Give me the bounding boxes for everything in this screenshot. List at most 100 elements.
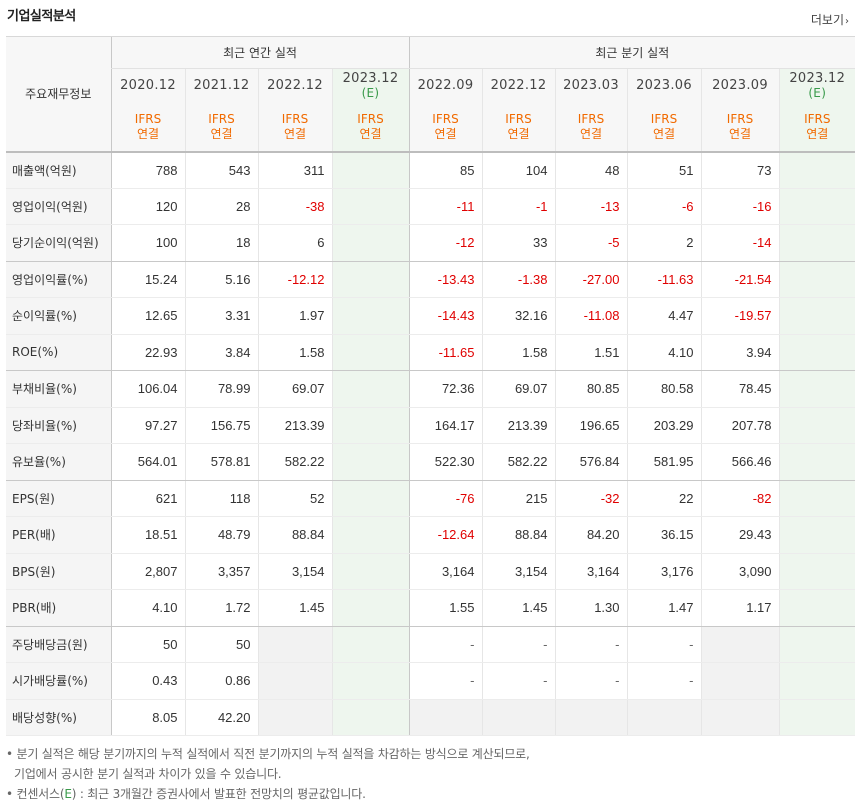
footnote-1-text: 분기 실적은 해당 분기까지의 누적 실적에서 직전 분기까지의 누적 실적을 … — [16, 747, 530, 761]
footnotes: • 분기 실적은 해당 분기까지의 누적 실적에서 직전 분기까지의 누적 실적… — [6, 744, 530, 804]
table-cell — [331, 443, 409, 481]
table-cell: 1.58 — [257, 334, 332, 371]
ifrs-label: IFRS — [357, 111, 384, 126]
table-cell: 3,164 — [554, 553, 627, 590]
table-row: 배당성향(%) 8.05 42.20 — [6, 699, 856, 736]
period-year: 2023.06 — [636, 77, 692, 93]
table-cell: 50 — [184, 626, 258, 663]
table-cell — [778, 662, 856, 700]
table-cell: 581.95 — [626, 443, 701, 481]
table-cell: 621 — [110, 480, 185, 517]
table-cell: 52 — [257, 480, 332, 517]
section-header: 기업실적분석 더보기› — [0, 0, 857, 36]
table-cell: 22 — [626, 480, 701, 517]
row-label: BPS(원) — [6, 553, 111, 590]
period-year: 2022.09 — [417, 77, 474, 93]
row-label: 주당배당금(원) — [6, 626, 111, 663]
ifrs-label: IFRS — [726, 111, 754, 126]
row-label: EPS(원) — [6, 480, 111, 517]
ifrs-label: IFRS — [281, 111, 309, 126]
table-cell: 566.46 — [700, 443, 779, 481]
table-cell — [331, 188, 409, 225]
table-cell: 4.10 — [110, 589, 185, 627]
page-title: 기업실적분석 — [7, 9, 76, 24]
consolidated-label: 연결 — [434, 126, 457, 141]
table-cell: 582.22 — [481, 443, 555, 481]
table-row: 유보율(%) 564.01 578.81 582.22 522.30 582.22 576.… — [6, 443, 856, 481]
table-cell: - — [626, 662, 701, 700]
table-cell: -13 — [554, 188, 627, 225]
row-label: 시가배당률(%) — [6, 662, 111, 700]
footnote-2-mark: E — [64, 787, 72, 801]
footnote-2-prefix: 컨센서스( — [16, 787, 65, 801]
ifrs-badge: IFRS 연결 — [257, 102, 332, 153]
table-cell: 118 — [184, 480, 258, 517]
table-row: 매출액(억원) 788 543 311 85 104 48 51 73 — [6, 151, 856, 189]
ifrs-label: IFRS — [505, 111, 532, 126]
table-row: ROE(%) 22.93 3.84 1.58 -11.65 1.58 1.51 4.10 3.9… — [6, 334, 856, 371]
table-cell: -16 — [700, 188, 779, 225]
table-cell: - — [481, 626, 555, 663]
table-cell: 88.84 — [481, 516, 555, 554]
table-cell: -11.08 — [554, 297, 627, 335]
row-label: ROE(%) — [6, 334, 111, 371]
table-cell: 1.51 — [554, 334, 627, 371]
table-cell: 3.31 — [184, 297, 258, 335]
more-link[interactable]: 더보기› — [811, 11, 849, 28]
table-cell — [700, 662, 779, 700]
ifrs-badge: IFRS 연결 — [481, 102, 555, 153]
table-cell: 85 — [408, 151, 482, 189]
table-cell: -27.00 — [554, 261, 627, 298]
table-cell: 50 — [110, 626, 185, 663]
table-cell: -19.57 — [700, 297, 779, 335]
more-link-label: 더보기 — [810, 13, 844, 27]
table-cell: 73 — [700, 151, 779, 189]
table-cell: 18.51 — [110, 516, 185, 554]
table-cell: 1.45 — [481, 589, 555, 627]
period-header: 2023.03 — [554, 68, 627, 103]
footnote-1-cont: 기업에서 공시한 분기 실적과 차이가 있을 수 있습니다. — [6, 764, 530, 784]
table-cell: -82 — [700, 480, 779, 517]
table-cell — [626, 699, 701, 736]
table-row: EPS(원) 621 118 52 -76 215 -32 22 -82 — [6, 480, 856, 517]
table-cell — [331, 297, 409, 335]
table-cell — [331, 589, 409, 627]
row-label: 당좌비율(%) — [6, 407, 111, 444]
table-cell: 3,357 — [184, 553, 258, 590]
consolidated-label: 연결 — [652, 126, 676, 141]
consolidated-label: 연결 — [806, 126, 829, 141]
table-cell: 213.39 — [481, 407, 555, 444]
ifrs-badge: IFRS 연결 — [778, 102, 856, 153]
table-cell — [257, 626, 332, 663]
table-cell: -76 — [408, 480, 482, 517]
period-header: 2020.12 — [110, 68, 185, 103]
period-header: 2023.12 (E) — [331, 68, 409, 103]
table-cell: 564.01 — [110, 443, 185, 481]
row-label: 당기순이익(억원) — [6, 224, 111, 262]
table-cell: 36.15 — [626, 516, 701, 554]
footnote-1: • 분기 실적은 해당 분기까지의 누적 실적에서 직전 분기까지의 누적 실적… — [6, 747, 530, 761]
consolidated-label: 연결 — [359, 126, 382, 141]
consolidated-label: 연결 — [728, 126, 752, 141]
table-cell — [481, 699, 555, 736]
period-header: 2022.12 — [481, 68, 555, 103]
table-cell — [331, 480, 409, 517]
table-cell: -11.65 — [408, 334, 482, 371]
table-cell: 8.05 — [110, 699, 185, 736]
table-cell: 84.20 — [554, 516, 627, 554]
table-cell: 97.27 — [110, 407, 185, 444]
table-cell: 0.86 — [184, 662, 258, 700]
footnote-1-cont-text: 기업에서 공시한 분기 실적과 차이가 있을 수 있습니다. — [14, 767, 282, 781]
table-cell: 12.65 — [110, 297, 185, 335]
table-cell — [778, 699, 856, 736]
table-cell: 522.30 — [408, 443, 482, 481]
footnote-2: • 컨센서스(E) : 최근 3개월간 증권사에서 발표한 전망치의 평균값입니… — [6, 787, 366, 801]
table-cell: 3,176 — [626, 553, 701, 590]
table-cell: -6 — [626, 188, 701, 225]
ifrs-label: IFRS — [804, 111, 831, 126]
row-label: PBR(배) — [6, 589, 111, 627]
table-cell: 578.81 — [184, 443, 258, 481]
ifrs-label: IFRS — [134, 111, 162, 126]
table-cell — [778, 589, 856, 627]
financial-table: 주요재무정보 최근 연간 실적 최근 분기 실적 2020.12 2021.12 2… — [6, 36, 856, 736]
